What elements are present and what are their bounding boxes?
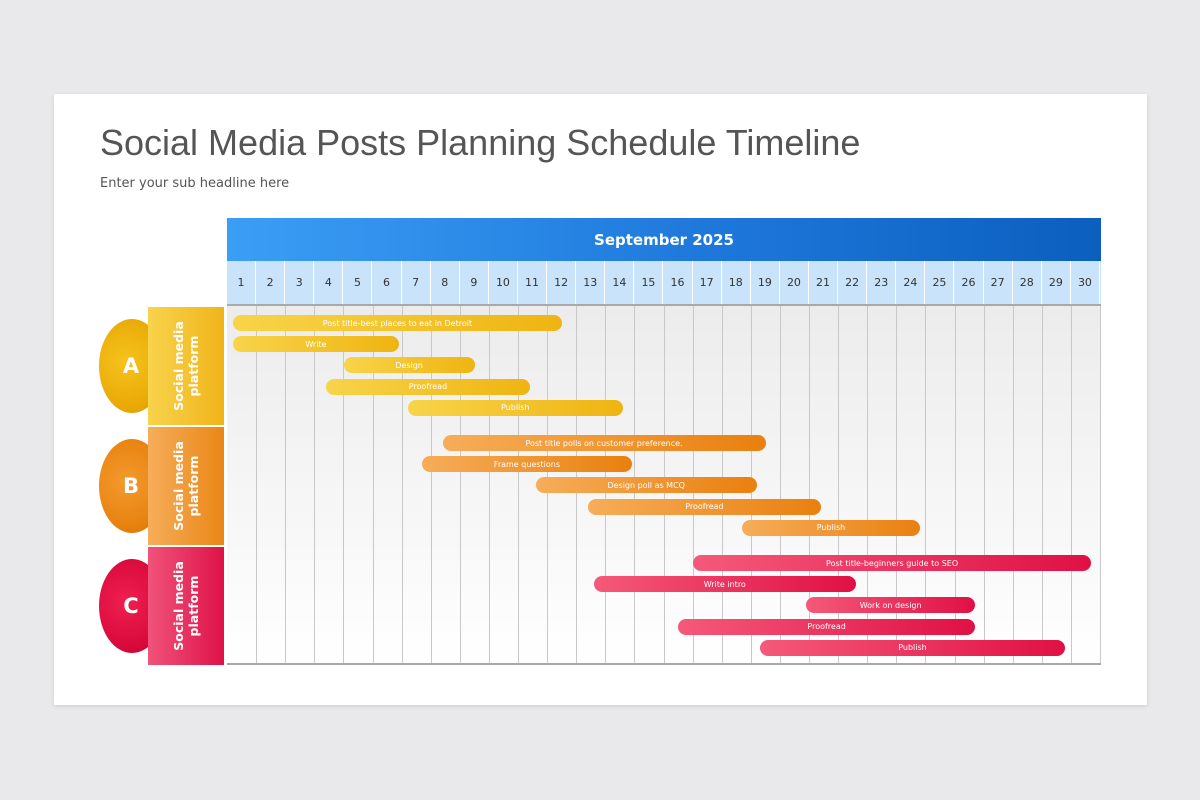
task-bar: Design poll as MCQ [535, 477, 757, 494]
grid-line [430, 306, 432, 663]
grid-line [925, 306, 927, 663]
task-bar: Publish [407, 399, 623, 416]
day-label: 27 [984, 261, 1013, 304]
task-bar: Proofread [588, 498, 821, 515]
grid-line [954, 306, 956, 663]
grid-line [896, 306, 898, 663]
grid-line [256, 306, 258, 663]
day-label: 5 [343, 261, 373, 304]
day-header-row: 1 2 3 4 5 6 7 8 9 10 11 12 13 14 15 16 17 18 19 20 21 22 23 24 2… [227, 261, 1101, 306]
grid-line [372, 306, 374, 663]
day-label: 21 [809, 261, 839, 304]
group-c-letter: C [123, 594, 139, 618]
grid-line [314, 306, 316, 663]
task-bar: Frame questions [422, 456, 632, 473]
day-label: 29 [1042, 261, 1071, 304]
day-label: 20 [780, 261, 809, 304]
task-bar: Publish [759, 639, 1066, 656]
task-bar: Work on design [806, 597, 976, 614]
month-header: September 2025 [227, 218, 1101, 261]
grid-line [401, 306, 403, 663]
grid-line [518, 306, 519, 663]
task-bar: Post title-beginners guide to SEO [692, 555, 1092, 571]
page-subtitle: Enter your sub headline here [100, 176, 290, 191]
task-bar: Proofread [678, 618, 976, 635]
group-a-box: Social media platform [148, 307, 224, 425]
grid-line [459, 306, 461, 663]
grid-line [343, 306, 345, 663]
day-label: 9 [460, 261, 489, 304]
task-bar: Proofread [326, 378, 530, 395]
group-a-label: Social media platform [171, 321, 201, 411]
day-label: 19 [751, 261, 780, 304]
day-label: 6 [373, 261, 402, 304]
day-label: 11 [518, 261, 548, 304]
grid-line [779, 306, 781, 663]
month-label: September 2025 [594, 230, 734, 249]
task-bar: Write [233, 336, 399, 353]
group-c-label: Social media platform [171, 561, 201, 651]
task-bar: Post title-best places to eat in Detroit [233, 315, 562, 331]
grid-line [1070, 306, 1072, 663]
task-bar: Publish [742, 519, 920, 536]
task-bar: Design [343, 357, 475, 374]
day-label: 24 [896, 261, 926, 304]
day-label: 3 [285, 261, 315, 304]
group-b-letter: B [122, 474, 139, 498]
day-label: 28 [1013, 261, 1042, 304]
grid-line [867, 306, 869, 663]
grid-line [838, 306, 840, 663]
day-label: 22 [838, 261, 868, 304]
page-title: Social Media Posts Planning Schedule Tim… [100, 122, 861, 163]
day-label: 2 [256, 261, 286, 304]
day-label: 8 [431, 261, 460, 304]
grid-line [1012, 306, 1014, 663]
grid-line [809, 306, 810, 663]
task-bar: Post title polls on customer preference. [442, 435, 766, 451]
day-label: 16 [664, 261, 693, 304]
group-b-label: Social media platform [171, 441, 201, 531]
group-b-box: Social media platform [148, 427, 224, 545]
task-bar: Write intro [593, 576, 856, 593]
grid-line [488, 306, 490, 663]
group-a-letter: A [122, 354, 140, 378]
day-label: 17 [693, 261, 722, 304]
day-label: 7 [402, 261, 431, 304]
group-c-box: Social media platform [148, 547, 224, 665]
day-label: 23 [867, 261, 897, 304]
grid-line [983, 306, 985, 663]
day-label: 25 [925, 261, 955, 304]
day-label: 15 [634, 261, 664, 304]
day-label: 1 [227, 261, 257, 304]
day-label: 30 [1071, 261, 1100, 304]
day-label: 26 [955, 261, 984, 304]
day-label: 13 [576, 261, 606, 304]
grid-line [285, 306, 287, 663]
day-label: 18 [722, 261, 751, 304]
day-label: 10 [489, 261, 518, 304]
day-label: 4 [314, 261, 344, 304]
grid-line [1041, 306, 1043, 663]
grid-line [1100, 306, 1101, 663]
day-label: 12 [547, 261, 577, 304]
day-label: 14 [605, 261, 635, 304]
